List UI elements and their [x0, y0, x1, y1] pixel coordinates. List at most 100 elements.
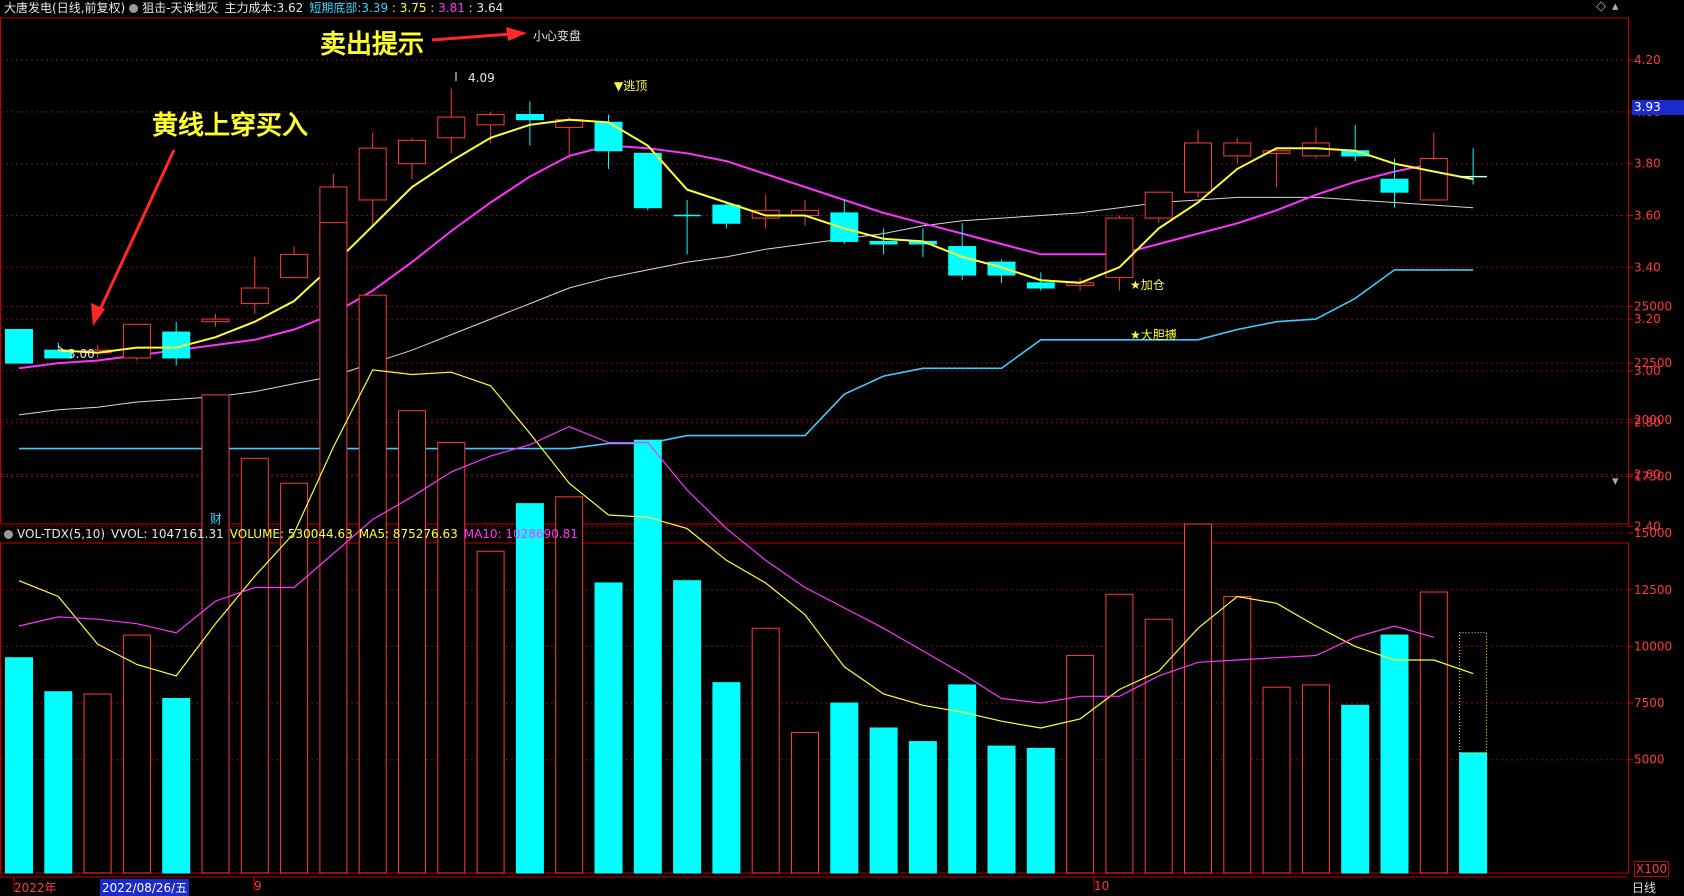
candle — [201, 313, 230, 327]
price-tick-label: 4.20 — [1634, 53, 1661, 67]
volume-bar — [162, 698, 191, 874]
volume-tick-label: 25000 — [1634, 300, 1672, 314]
short-bottom-v4: 3.64 — [476, 1, 504, 15]
x-axis-oct: 10 — [1094, 879, 1110, 893]
volume-bar — [280, 482, 309, 874]
volume-tick-label: 20000 — [1634, 413, 1672, 427]
volume-indicator-name: VOL-TDX(5,10) — [17, 527, 106, 541]
vvol-value: VVOL: 1047161.31 — [111, 527, 224, 541]
volume-bar — [83, 693, 112, 874]
candle — [5, 328, 33, 364]
volume-toggle-icon[interactable] — [4, 530, 13, 539]
price-tick-label: 3.00 — [1634, 364, 1661, 378]
cost-value: 3.62 — [276, 1, 304, 15]
candle-body — [5, 328, 33, 364]
candle — [1419, 132, 1448, 201]
volume-bar — [987, 745, 1016, 874]
cursor-date: 2022/08/26/五 — [100, 879, 190, 896]
short-bottom-v3: 3.81 — [438, 1, 465, 15]
diamond-icon[interactable]: ◇ — [1596, 0, 1606, 14]
volume-ma5: MA5: 875276.63 — [358, 527, 458, 541]
candle — [633, 152, 662, 211]
x-axis-sep: 9 — [254, 879, 262, 893]
candle — [673, 199, 701, 255]
volume-bar — [791, 732, 819, 874]
bold-buy-marker: ★大胆搏 — [1130, 328, 1177, 342]
volume-bar — [712, 682, 741, 874]
candle — [1223, 137, 1252, 164]
volume-bar — [555, 496, 584, 874]
volume-bar — [240, 457, 269, 874]
candle — [1144, 191, 1173, 224]
volume-bar — [908, 741, 937, 874]
candle — [398, 137, 426, 180]
volume-bar — [1419, 591, 1448, 874]
low-price-label: 3.00 — [68, 347, 95, 361]
candle — [751, 194, 780, 229]
short-bottom-label: 短期底部: — [309, 1, 362, 15]
candle-body — [515, 113, 544, 121]
short-bottom-v1: 3.39 — [361, 1, 389, 15]
candle — [358, 132, 387, 226]
volume-bar — [476, 550, 505, 874]
candle-body — [476, 113, 505, 126]
candle — [1262, 148, 1291, 188]
candle — [908, 228, 937, 257]
price-tick-label: 3.40 — [1634, 260, 1661, 274]
add-position-marker: ★加仓 — [1130, 278, 1165, 292]
volume-bar — [594, 582, 623, 874]
volume-bar — [633, 439, 662, 874]
candle — [791, 199, 819, 226]
price-tick-label: 3.20 — [1634, 312, 1661, 326]
careful-annotation: 小心变盘 — [533, 29, 582, 43]
short-bottom-v2: 3.75 — [399, 1, 427, 15]
volume-bar — [1262, 686, 1291, 874]
volume-tick-label: 15000 — [1634, 526, 1672, 540]
price-tick-label: 2.60 — [1634, 468, 1661, 482]
indicator-toggle-icon[interactable] — [129, 4, 139, 13]
financial-report-marker[interactable]: 财 — [210, 512, 223, 526]
volume-unit: X100 — [1634, 861, 1670, 877]
volume-bar — [437, 441, 466, 874]
indicator-name: 狙击-天诛地灭 — [142, 1, 219, 15]
volume-bar — [398, 410, 426, 874]
price-tick-label: 3.80 — [1634, 157, 1661, 171]
chart-period: (日线,前复权) — [52, 1, 126, 15]
period-button[interactable]: 日线 — [1632, 881, 1657, 895]
candle — [240, 256, 269, 314]
buy-hint-annotation: 黄线上穿买入 — [152, 111, 309, 141]
stock-title[interactable]: 大唐发电 — [4, 1, 53, 15]
candle-body — [240, 287, 269, 305]
volume-tick-label: 22500 — [1634, 356, 1672, 370]
sell-hint-annotation: 卖出提示 — [320, 30, 425, 60]
volume-tick-label: 10000 — [1634, 639, 1672, 653]
price-tag: 3.93 — [1632, 100, 1684, 115]
volume-bar — [1144, 618, 1173, 874]
volume-tick-label: 7500 — [1634, 696, 1665, 710]
candle-body — [633, 152, 662, 209]
volume-bar — [1184, 523, 1212, 874]
volume-ma5-line — [18, 369, 1474, 729]
expand-icon[interactable]: ▾ — [1612, 474, 1619, 489]
price-panel-frame — [0, 17, 1629, 525]
candle — [1105, 215, 1134, 291]
volume-bar — [44, 691, 73, 874]
buy-hint-arrow — [97, 149, 176, 313]
candle-body — [1223, 142, 1252, 157]
volume-bar — [1105, 593, 1134, 874]
candle — [162, 321, 191, 366]
price-header: 大唐发电(日线,前复权) 狙击-天诛地灭 主力成本:3.62 短期底部:3.39 : … — [4, 1, 504, 15]
candle — [1301, 127, 1330, 159]
volume-bar — [1301, 684, 1330, 874]
candle-body — [1144, 191, 1173, 219]
x-axis-year: 2022年 — [14, 881, 57, 895]
collapse-icon[interactable]: ▴ — [1612, 0, 1619, 14]
candle-body — [398, 139, 426, 165]
volume-bar — [673, 580, 702, 874]
ma-slow-line — [18, 196, 1474, 416]
candle-body — [1380, 178, 1409, 193]
candle-body — [437, 116, 466, 139]
candle — [869, 228, 898, 255]
candle — [948, 223, 977, 281]
